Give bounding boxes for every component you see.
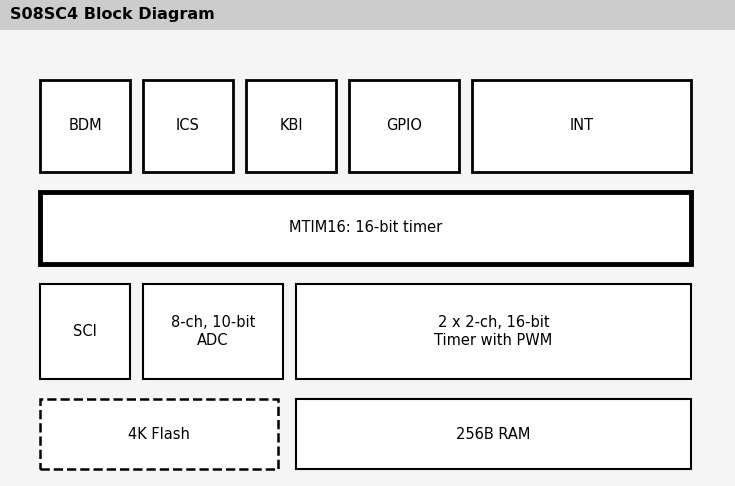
Bar [143, 284, 283, 379]
Bar [0, 0, 735, 30]
Text: 2 x 2-ch, 16-bit
Timer with PWM: 2 x 2-ch, 16-bit Timer with PWM [434, 315, 553, 347]
Text: 8-ch, 10-bit
ADC: 8-ch, 10-bit ADC [171, 315, 255, 347]
Text: SCI: SCI [73, 324, 97, 339]
Bar [40, 399, 278, 469]
Bar [40, 192, 691, 264]
Text: 4K Flash: 4K Flash [128, 427, 190, 441]
Bar [349, 80, 459, 172]
Text: 256B RAM: 256B RAM [456, 427, 531, 441]
Bar [40, 80, 130, 172]
Text: S08SC4 Block Diagram: S08SC4 Block Diagram [10, 7, 215, 22]
Bar [296, 399, 691, 469]
Bar [296, 284, 691, 379]
Text: KBI: KBI [279, 119, 303, 134]
Text: MTIM16: 16-bit timer: MTIM16: 16-bit timer [289, 221, 442, 236]
Bar [246, 80, 336, 172]
Bar [40, 284, 130, 379]
Text: INT: INT [570, 119, 594, 134]
Bar [143, 80, 233, 172]
Text: BDM: BDM [68, 119, 102, 134]
Text: ICS: ICS [176, 119, 200, 134]
Bar [472, 80, 691, 172]
Text: GPIO: GPIO [386, 119, 422, 134]
